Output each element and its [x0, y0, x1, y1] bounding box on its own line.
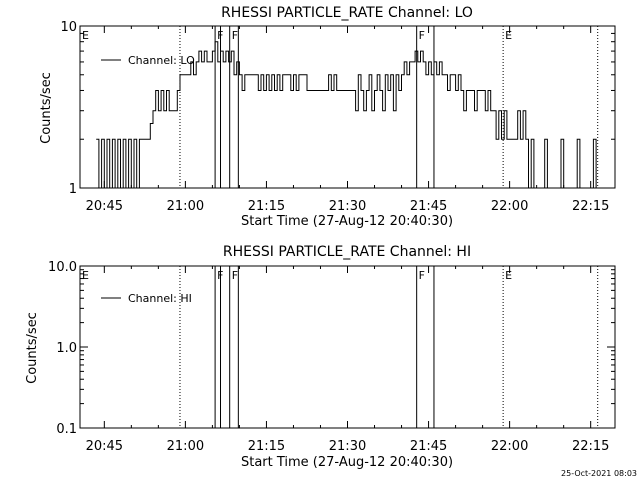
marker-label: F [232, 269, 238, 282]
x-tick-label: 21:15 [248, 199, 285, 214]
marker-label: F [232, 29, 238, 42]
x-ticks-lo: 20:45 21:00 21:15 21:30 21:45 22:00 22:15 [86, 26, 609, 214]
x-tick-label: 21:00 [167, 439, 204, 454]
x-axis-label-lo: Start Time (27-Aug-12 20:40:30) [241, 214, 453, 229]
x-tick-label: 21:45 [410, 439, 447, 454]
marker-label: E [505, 29, 512, 42]
x-ticks-hi: 20:45 21:00 21:15 21:30 21:45 22:00 22:15 [86, 266, 609, 454]
y-ticks-lo: 1 10 [60, 20, 615, 197]
y-ticks-hi: 0.1 1.0 10.0 [48, 260, 615, 437]
x-tick-label: 20:45 [86, 199, 123, 214]
x-tick-label: 22:00 [491, 439, 528, 454]
y-tick-label: 1 [69, 182, 77, 197]
panel-lo: RHESSI PARTICLE_RATE Channel: LO Counts/… [39, 5, 616, 229]
chart-title-lo: RHESSI PARTICLE_RATE Channel: LO [221, 5, 473, 21]
y-tick-label: 10.0 [48, 260, 77, 275]
y-tick-label: 0.1 [56, 422, 77, 437]
x-axis-label-hi: Start Time (27-Aug-12 20:40:30) [241, 455, 453, 470]
x-tick-label: 20:45 [86, 439, 123, 454]
series-line-lo [96, 41, 599, 189]
legend-label-hi: Channel: HI [128, 292, 192, 305]
plot-frame-hi [79, 265, 616, 429]
x-tick-label: 22:00 [491, 199, 528, 214]
footer-timestamp: 25-Oct-2021 08:03 [561, 469, 637, 478]
marker-label: E [505, 269, 512, 282]
x-tick-label: 22:15 [572, 439, 609, 454]
y-axis-label-hi: Counts/sec [25, 312, 40, 384]
x-tick-label: 21:30 [329, 439, 366, 454]
marker-label: F [419, 29, 425, 42]
x-tick-label: 21:30 [329, 199, 366, 214]
marker-label: E [82, 269, 89, 282]
panel-hi: RHESSI PARTICLE_RATE Channel: HI Counts/… [25, 244, 616, 470]
plot-frame-lo [79, 25, 616, 189]
marker-label: E [82, 29, 89, 42]
marker-lines-hi: EFFFE [82, 266, 599, 428]
y-axis-label-lo: Counts/sec [39, 72, 54, 144]
x-tick-label: 21:15 [248, 439, 285, 454]
y-tick-label: 1.0 [56, 341, 77, 356]
chart-title-hi: RHESSI PARTICLE_RATE Channel: HI [223, 244, 471, 260]
x-tick-label: 22:15 [572, 199, 609, 214]
x-tick-label: 21:00 [167, 199, 204, 214]
x-tick-label: 21:45 [410, 199, 447, 214]
legend-label-lo: Channel: LO [128, 54, 195, 67]
marker-lines-lo: EFFFE [82, 26, 599, 188]
marker-label: F [419, 269, 425, 282]
y-tick-label: 10 [60, 20, 77, 35]
